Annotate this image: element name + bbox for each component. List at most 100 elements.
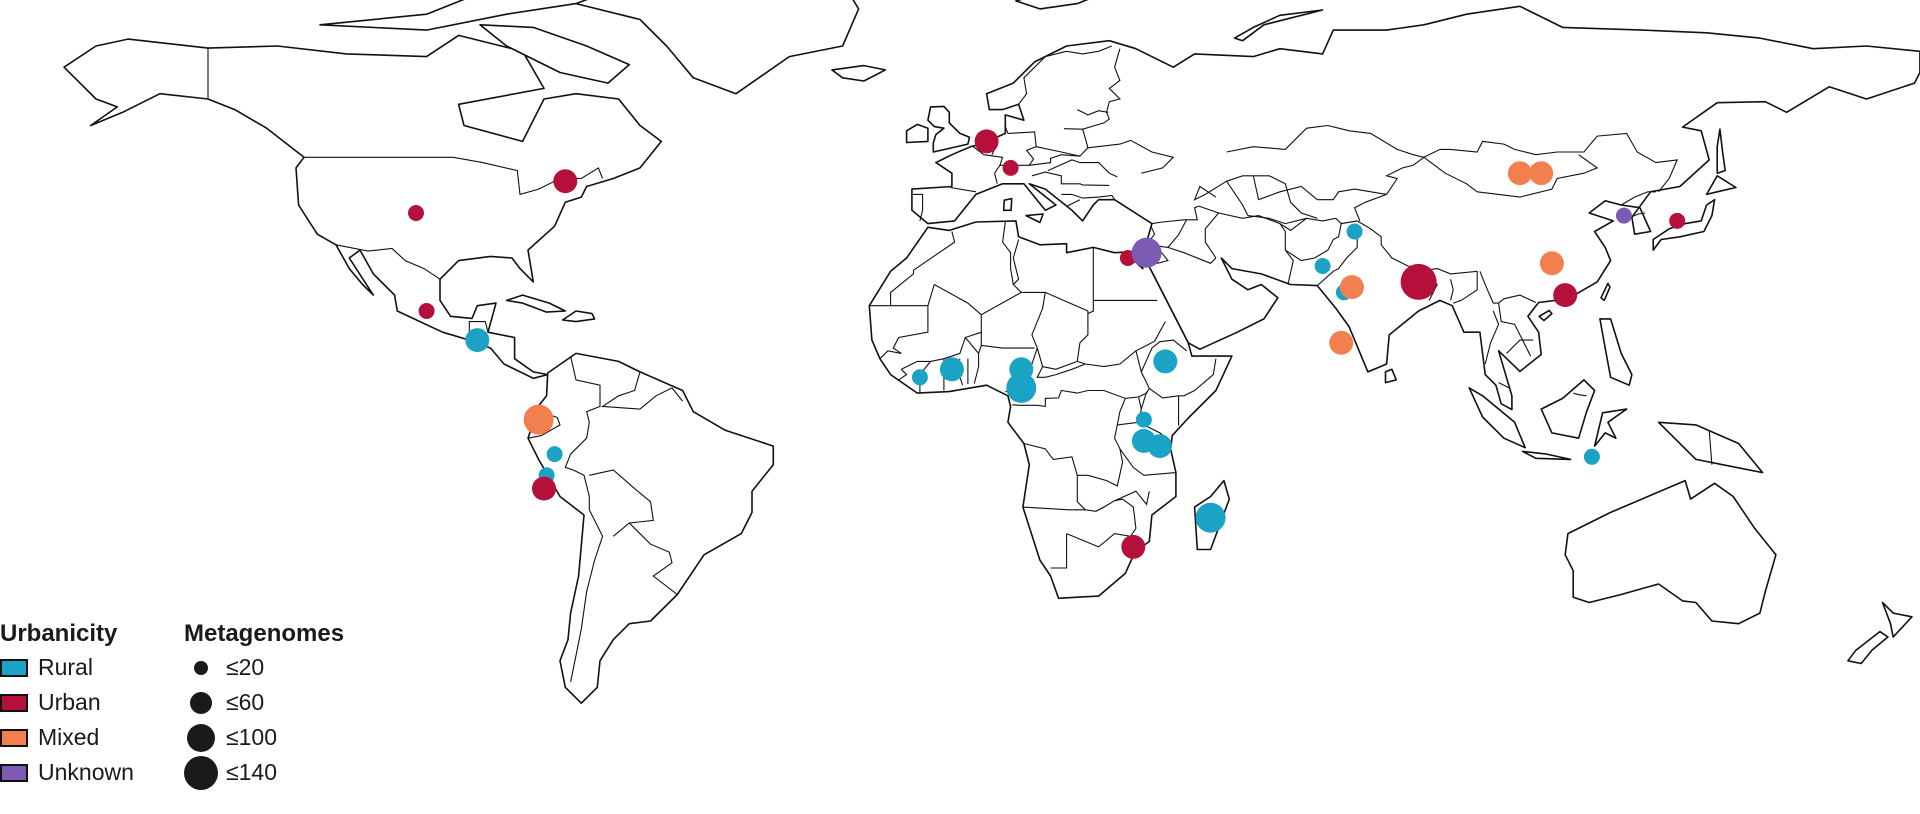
country-border xyxy=(898,368,908,381)
country-border xyxy=(964,337,980,354)
country-border xyxy=(1151,205,1200,225)
legend-size-item: ≤100 xyxy=(184,720,344,755)
site-marker-rural xyxy=(1135,411,1152,428)
landmass-arctic-islands xyxy=(319,0,588,31)
country-border xyxy=(901,314,982,370)
country-border xyxy=(1095,498,1137,537)
site-marker-urban xyxy=(1002,159,1019,176)
landmass-great-britain xyxy=(927,105,971,153)
site-marker-urban xyxy=(418,303,435,319)
landmass-cuba xyxy=(505,294,567,313)
landmass-sulawesi xyxy=(1593,408,1628,447)
country-border xyxy=(564,355,604,683)
country-border xyxy=(1226,175,1318,219)
landmass-australia xyxy=(1564,479,1777,625)
legend-urbanicity-title: Urbanicity xyxy=(0,620,118,647)
legend-label: Urban xyxy=(38,689,101,715)
site-marker-urban xyxy=(408,205,424,221)
site-marker-urban xyxy=(1121,534,1146,559)
country-border xyxy=(1247,215,1307,225)
landmass-south-america xyxy=(527,352,775,704)
legend-item-mixed: Mixed xyxy=(0,720,134,755)
site-marker-urban xyxy=(974,129,999,154)
site-marker-mixed xyxy=(1539,251,1564,276)
legend-swatch xyxy=(0,728,28,747)
legend-size-dot xyxy=(184,755,218,790)
country-border xyxy=(1050,533,1068,569)
country-border xyxy=(1423,132,1679,193)
landmass-java xyxy=(1521,450,1572,461)
country-border xyxy=(1066,199,1081,208)
country-border xyxy=(1284,223,1342,262)
site-marker-rural xyxy=(1195,502,1226,533)
site-marker-urban xyxy=(532,476,556,501)
landmass-greenland xyxy=(575,0,860,95)
site-marker-mixed xyxy=(1507,161,1532,186)
country-border xyxy=(1385,156,1425,195)
country-border xyxy=(981,344,1035,349)
landmass-ireland xyxy=(905,123,929,144)
legend-label: Unknown xyxy=(38,759,134,785)
country-border xyxy=(1114,490,1150,506)
landmass-baffin xyxy=(479,24,631,84)
country-border xyxy=(1029,154,1080,166)
site-marker-rural xyxy=(1346,223,1363,240)
legend-label: Rural xyxy=(38,654,93,680)
country-border xyxy=(1036,363,1086,378)
country-border xyxy=(972,146,1004,184)
country-border xyxy=(1316,231,1358,287)
legend-size-label: ≤100 xyxy=(226,724,277,750)
country-border xyxy=(1226,124,1425,158)
country-border xyxy=(950,186,976,193)
landmass-novaya-zemlya xyxy=(1233,9,1324,42)
country-border xyxy=(1205,180,1249,216)
landmass-sumatra xyxy=(1468,387,1526,449)
country-border xyxy=(1077,109,1109,116)
country-border xyxy=(927,221,1023,316)
land-layer xyxy=(63,0,1920,704)
site-markers xyxy=(408,129,1686,559)
country-border xyxy=(1140,391,1148,410)
landmass-north-america xyxy=(63,34,663,380)
legend-size-label: ≤60 xyxy=(226,689,265,715)
country-border xyxy=(1076,475,1086,511)
country-border xyxy=(600,371,684,410)
country-border xyxy=(1066,45,1113,55)
country-border xyxy=(1353,193,1387,222)
landmass-svalbard xyxy=(1015,0,1089,10)
legend-label: Mixed xyxy=(38,724,100,750)
country-border xyxy=(1167,246,1217,264)
country-border xyxy=(1620,191,1656,206)
site-marker-rural xyxy=(546,446,563,463)
country-border xyxy=(1018,50,1067,105)
landmass-hainan xyxy=(1538,309,1553,322)
country-border xyxy=(1498,382,1510,389)
landmass-taiwan xyxy=(1600,282,1611,302)
legend-size-dot xyxy=(190,691,212,714)
country-border xyxy=(628,522,678,595)
country-border xyxy=(468,321,489,341)
landmass-hispaniola xyxy=(561,310,596,323)
country-border xyxy=(1098,194,1116,200)
site-marker-rural xyxy=(1583,448,1600,465)
legend-item-unknown: Unknown xyxy=(0,755,134,790)
country-border xyxy=(1198,205,1220,259)
country-border xyxy=(913,231,956,271)
site-marker-rural xyxy=(1153,349,1178,374)
site-marker-rural xyxy=(465,328,490,353)
country-border xyxy=(1218,212,1294,285)
country-border xyxy=(1119,448,1176,476)
country-border xyxy=(304,156,604,196)
site-marker-mixed xyxy=(1529,161,1554,186)
country-border xyxy=(1047,159,1118,178)
site-marker-mixed xyxy=(523,404,554,435)
legend-metagenomes: Metagenomes ≤20 ≤60 ≤100 ≤140 xyxy=(184,620,344,790)
landmass-sakhalin xyxy=(1716,128,1726,174)
country-border xyxy=(1708,430,1713,465)
legend-size-item: ≤60 xyxy=(184,685,344,720)
landmass-sri-lanka xyxy=(1384,368,1397,384)
country-border xyxy=(1087,139,1175,174)
landmass-philippines xyxy=(1599,318,1633,386)
country-border xyxy=(1061,193,1099,199)
site-marker-urban xyxy=(1553,283,1578,308)
